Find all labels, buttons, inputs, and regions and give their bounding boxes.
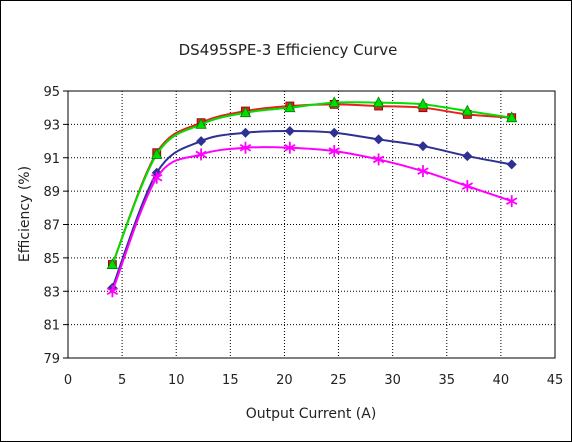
series-2 (106, 96, 518, 269)
y-tick-label: 87 (43, 219, 60, 234)
data-point (373, 134, 384, 145)
data-point (462, 151, 473, 162)
y-tick-labels: 79 81 83 85 87 89 91 93 95 (43, 85, 60, 367)
x-tick-label: 5 (118, 373, 126, 388)
data-point (106, 285, 119, 298)
x-tick-label: 10 (168, 373, 185, 388)
data-point (417, 141, 428, 152)
data-point (240, 127, 251, 138)
series-4 (106, 141, 518, 298)
chart-title: DS495SPE-3 Efficiency Curve (179, 41, 398, 59)
data-point (284, 126, 295, 137)
y-tick-label: 89 (43, 185, 60, 200)
data-point (239, 141, 252, 154)
data-point (506, 159, 517, 170)
data-point (506, 111, 518, 123)
series-line (111, 101, 512, 265)
x-tick-label: 25 (330, 373, 347, 388)
data-point (372, 96, 385, 108)
data-point (195, 148, 207, 161)
y-tick-label: 85 (43, 252, 60, 267)
y-tick-label: 79 (43, 352, 60, 367)
data-point (196, 136, 207, 147)
data-point (284, 101, 296, 113)
x-tick-label: 30 (384, 373, 401, 388)
x-tick-labels: 0 5 10 15 20 25 30 35 40 45 (64, 373, 563, 388)
data-point (239, 106, 252, 118)
y-axis-label: Efficiency (%) (17, 166, 33, 262)
data-point (417, 97, 429, 109)
x-axis-label: Output Current (A) (246, 406, 377, 422)
data-point (372, 153, 385, 166)
data-point (506, 195, 518, 208)
y-tick-label: 83 (43, 285, 60, 300)
series-line (111, 146, 513, 292)
data-point (151, 171, 163, 184)
x-tick-label: 45 (547, 373, 564, 388)
data-point (328, 145, 340, 158)
data-point (151, 148, 163, 159)
data-point (195, 118, 207, 129)
y-tick-label: 95 (43, 85, 60, 100)
x-tick-label: 35 (439, 373, 456, 388)
x-tick-label: 15 (222, 373, 239, 388)
x-tick-label: 40 (493, 373, 510, 388)
data-point (106, 258, 119, 269)
x-tick-label: 0 (64, 373, 72, 388)
data-point (328, 96, 340, 108)
data-point (329, 127, 340, 138)
y-tick-label: 93 (43, 118, 60, 133)
series-line (111, 130, 512, 289)
y-tick-label: 91 (43, 152, 60, 167)
y-tick-label: 81 (43, 319, 60, 334)
data-point (417, 165, 429, 178)
series-group (106, 96, 518, 298)
data-point (284, 141, 296, 154)
data-point (461, 180, 474, 193)
x-tick-label: 20 (276, 373, 293, 388)
data-point (461, 104, 474, 116)
